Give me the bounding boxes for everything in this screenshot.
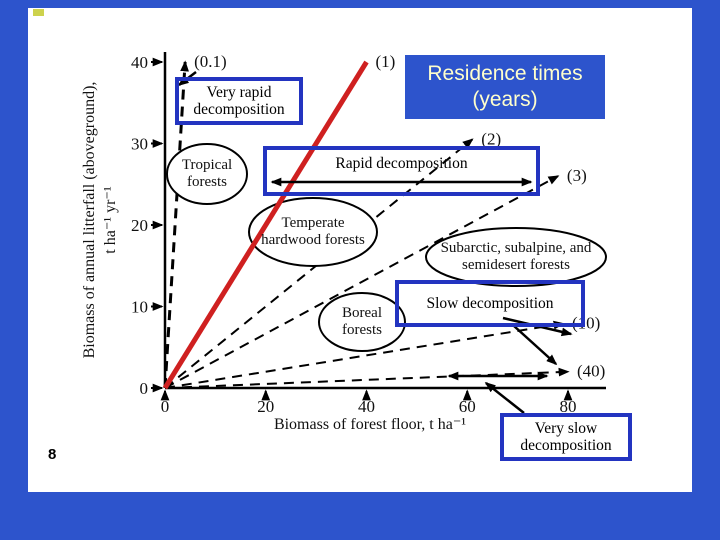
y-tick-label: 40 <box>131 53 148 72</box>
very-slow-decomposition-label: Very slow decomposition <box>520 419 612 454</box>
y-tick-label: 0 <box>140 379 149 398</box>
rapid-decomposition-label: Rapid decomposition <box>335 155 468 172</box>
slide-page-number: 8 <box>48 446 57 463</box>
annotation-arrow <box>513 325 558 366</box>
residence-line-label: (2) <box>481 129 501 148</box>
residence-line-label: (10) <box>572 314 600 333</box>
x-tick-label: 60 <box>459 397 476 416</box>
title-line1: Residence times <box>427 61 583 85</box>
forest-ellipse <box>425 227 607 287</box>
y-tick-label: 10 <box>131 298 148 317</box>
rapid-decomposition-box: Rapid decomposition <box>263 146 540 196</box>
forest-ellipse <box>248 197 378 267</box>
y-axis-label-line1: Biomass of annual litterfall (abovegroun… <box>81 81 98 359</box>
very-rapid-decomposition-label: Very rapid decomposition <box>193 83 285 118</box>
y-tick-label: 20 <box>131 216 148 235</box>
residence-line-label: (1) <box>376 52 396 71</box>
x-axis-label: Biomass of forest floor, t ha⁻¹ <box>273 416 467 433</box>
x-tick-label: 40 <box>358 397 375 416</box>
slow-decomposition-box: Slow decomposition <box>395 280 585 327</box>
y-axis-label: Biomass of annual litterfall (abovegroun… <box>80 30 124 410</box>
residence-line <box>163 60 189 389</box>
scan-artifact <box>33 9 44 16</box>
y-tick-label: 30 <box>131 135 148 154</box>
residence-line-label: (3) <box>567 166 587 185</box>
y-axis-label-line2: t ha⁻¹ yr⁻¹ <box>101 186 119 254</box>
residence-line-label: (40) <box>577 362 605 381</box>
x-tick-label: 0 <box>161 397 170 416</box>
forest-ellipse <box>318 292 406 352</box>
residence-line-red <box>162 60 369 390</box>
residence-line-label: (0.1) <box>194 52 227 71</box>
slow-decomposition-label: Slow decomposition <box>426 294 554 312</box>
residence-line <box>164 175 560 389</box>
very-slow-decomposition-box: Very slow decomposition <box>500 413 632 461</box>
forest-ellipse <box>166 143 248 205</box>
residence-line <box>164 367 570 389</box>
annotation-arrow <box>484 381 525 414</box>
title-line2: (years) <box>472 88 538 111</box>
very-rapid-decomposition-box: Very rapid decomposition <box>175 77 303 125</box>
residence-times-title-box: Residence times (years) <box>405 55 605 119</box>
x-tick-label: 20 <box>257 397 274 416</box>
x-tick-label: 80 <box>560 397 577 416</box>
